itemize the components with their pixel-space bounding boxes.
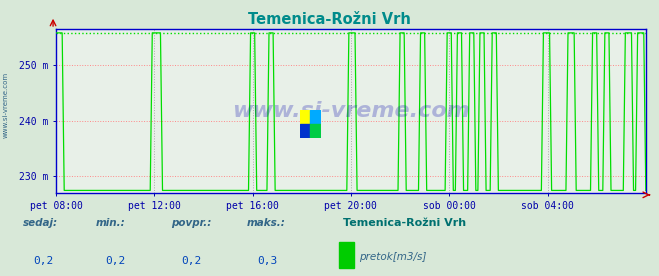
Text: sedaj:: sedaj:: [23, 218, 58, 228]
Bar: [310, 124, 321, 138]
Bar: [310, 110, 321, 124]
Text: 0,2: 0,2: [181, 256, 202, 266]
Text: 0,2: 0,2: [105, 256, 126, 266]
Text: pretok[m3/s]: pretok[m3/s]: [359, 252, 426, 262]
Bar: [300, 124, 310, 138]
Text: Temenica-Rožni Vrh: Temenica-Rožni Vrh: [248, 12, 411, 27]
Text: min.:: min.:: [96, 218, 125, 228]
Text: maks.:: maks.:: [247, 218, 286, 228]
Text: www.si-vreme.com: www.si-vreme.com: [2, 72, 9, 138]
Text: Temenica-Rožni Vrh: Temenica-Rožni Vrh: [343, 218, 466, 228]
Text: povpr.:: povpr.:: [171, 218, 212, 228]
Text: www.si-vreme.com: www.si-vreme.com: [232, 101, 470, 121]
Text: 0,3: 0,3: [257, 256, 277, 266]
Bar: [300, 110, 310, 124]
FancyBboxPatch shape: [339, 242, 354, 268]
Text: 0,2: 0,2: [33, 256, 53, 266]
